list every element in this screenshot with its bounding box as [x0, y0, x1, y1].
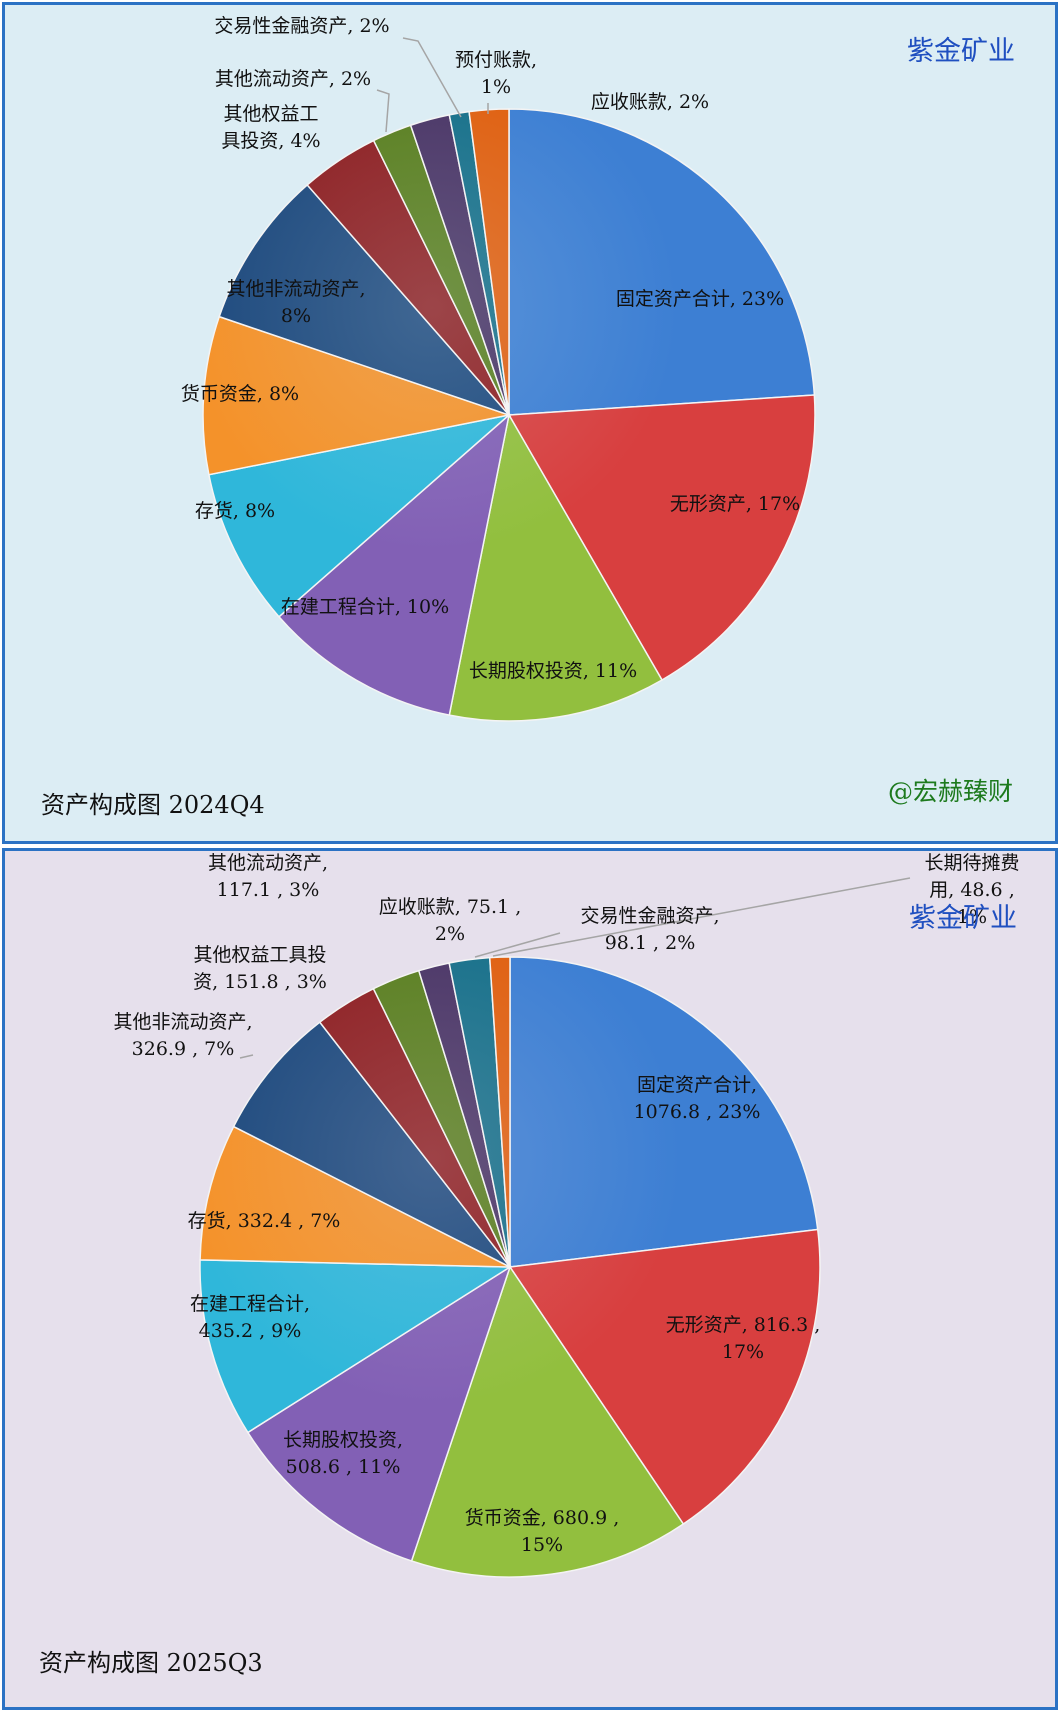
slice-label: 无形资产, 17% [670, 493, 800, 515]
slice-label: 长期股权投资, 11% [469, 660, 637, 682]
leader-line [402, 37, 462, 118]
slice-label: 交易性金融资产, 2% [214, 15, 389, 37]
slice-label: 货币资金, 8% [181, 383, 299, 405]
pie-slice [508, 1228, 821, 1526]
slice-label: 固定资产合计, 23% [616, 288, 784, 310]
slice-label: 存货, 8% [195, 500, 275, 522]
leader-lines [239, 877, 911, 1059]
pie-slice [509, 956, 819, 1268]
slice-labels: 固定资产合计, 23% 无形资产, 17% 长期股权投资, 11% 在建工程合计, 1… [181, 15, 800, 682]
slice-label: 存货, 332.4 , 7% [188, 1210, 341, 1232]
slice-label: 应收账款, 75.1 , 2% [379, 896, 521, 945]
slice-label: 应收账款, 2% [591, 91, 709, 113]
pie-slice [507, 394, 816, 682]
chart-panel-2024q4: 固定资产合计, 23% 无形资产, 17% 长期股权投资, 11% 在建工程合计, 1… [2, 2, 1058, 844]
slice-label: 在建工程合计, 435.2 , 9% [190, 1293, 310, 1342]
leader-line [376, 89, 390, 133]
slice-label: 其他权益工具投资, 4% [221, 103, 320, 152]
pie-slice [508, 108, 816, 416]
slice-label: 交易性金融资产, 98.1 , 2% [580, 905, 719, 954]
pie-slice [488, 956, 511, 1268]
pie-slice [246, 1265, 512, 1562]
chart-caption: 资产构成图 2025Q3 [39, 1649, 263, 1677]
pie-slice [448, 412, 664, 722]
pie-chart-2025q3: 固定资产合计, 1076.8 , 23% 无形资产, 816.3 , 17% 货币资金,… [39, 852, 1020, 1677]
slice-label: 固定资产合计, 1076.8 , 23% [634, 1074, 761, 1123]
slice-label: 其他流动资产, 2% [215, 68, 371, 90]
leader-lines [376, 37, 489, 133]
pie-slice [199, 1125, 511, 1268]
chart-caption: 资产构成图 2024Q4 [41, 791, 265, 819]
pie-slice [199, 1259, 513, 1434]
leader-line [474, 932, 561, 958]
slice-labels: 固定资产合计, 1076.8 , 23% 无形资产, 816.3 , 17% 货币资金,… [113, 852, 1019, 1556]
pie-chart-2024q4: 固定资产合计, 23% 无形资产, 17% 长期股权投资, 11% 在建工程合计, 1… [41, 15, 1015, 819]
slice-label: 其他权益工具投资, 151.8 , 3% [193, 944, 327, 993]
pie-slice [218, 183, 512, 417]
leader-line [239, 1054, 254, 1059]
pie-slice [277, 412, 511, 717]
pie-slice [202, 315, 512, 476]
brand-label: 紫金矿业 [909, 903, 1017, 934]
pie-slices [202, 108, 816, 722]
slice-label: 其他流动资产, 117.1 , 3% [208, 852, 328, 901]
slice-label: 长期股权投资, 508.6 , 11% [283, 1429, 403, 1478]
pie-slice [232, 1021, 511, 1268]
leader-line [492, 877, 911, 957]
slice-label: 在建工程合计, 10% [281, 596, 449, 618]
slice-label: 其他非流动资产, 326.9 , 7% [113, 1011, 252, 1060]
slice-label: 其他非流动资产, 8% [226, 278, 365, 327]
pie-slice [410, 1265, 685, 1578]
watermark: @宏赫臻财 [888, 777, 1013, 806]
slice-label: 无形资产, 816.3 , 17% [666, 1314, 821, 1363]
chart-panel-2025q3: 固定资产合计, 1076.8 , 23% 无形资产, 816.3 , 17% 货币资金,… [2, 848, 1058, 1710]
brand-label: 紫金矿业 [907, 36, 1015, 67]
slice-label: 货币资金, 680.9 , 15% [465, 1507, 620, 1556]
pie-slice [207, 413, 512, 618]
slice-label: 长期待摊费用, 48.6 , 1% [924, 852, 1019, 928]
pie-slices [199, 956, 821, 1578]
pie-slice [468, 108, 510, 416]
slice-label: 预付账款, 1% [455, 49, 537, 98]
